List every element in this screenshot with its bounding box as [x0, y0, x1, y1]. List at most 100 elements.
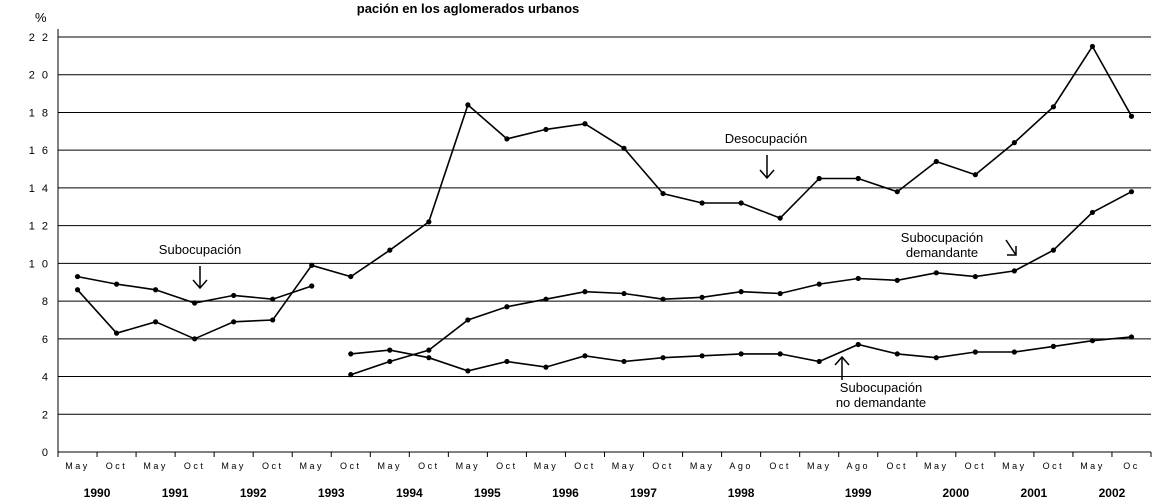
year-label: 1992	[240, 486, 267, 500]
annotation-text: Desocupación	[725, 131, 807, 146]
annotation-arrow	[1005, 239, 1017, 256]
data-point	[309, 283, 315, 289]
series-line	[77, 275, 312, 304]
data-point	[1128, 189, 1135, 195]
y-tick-label: 1 2	[29, 221, 50, 233]
x-tick-label: Oct	[769, 461, 791, 471]
annotation-arrow-head	[1007, 246, 1017, 256]
data-point	[1050, 104, 1057, 110]
y-tick-labels: 0 2 4 6 8 1 0 1 2 1 4 1 6 1 8 2 0 2 2	[29, 32, 50, 459]
data-point	[504, 358, 510, 365]
series-line	[350, 190, 1132, 376]
x-tick-label: May	[690, 461, 715, 471]
data-point	[74, 273, 81, 280]
data-point	[621, 290, 627, 297]
x-tick-label: Oct	[652, 461, 674, 471]
x-tick-label: Oct	[574, 461, 596, 471]
data-point	[777, 290, 783, 297]
x-tick-label: Oct	[184, 461, 206, 471]
x-tick-label: May	[299, 461, 324, 471]
data-point	[113, 281, 120, 287]
data-point	[738, 351, 744, 357]
y-tick-label: 1 0	[29, 258, 50, 270]
data-point	[777, 215, 783, 221]
annotations: SubocupaciónDesocupaciónSubocupacióndema…	[159, 131, 1017, 410]
y-tick-label: 4	[42, 372, 50, 384]
year-label: 1994	[396, 486, 423, 500]
x-tick-label: Oct	[418, 461, 440, 471]
data-point	[152, 287, 159, 293]
data-point	[113, 330, 120, 336]
y-tick-label: 2 2	[29, 32, 50, 44]
data-point	[855, 275, 861, 282]
year-label: 1996	[552, 486, 579, 500]
y-tick-label: 1 4	[29, 183, 50, 195]
data-point	[231, 319, 237, 325]
y-tick-label: 1 8	[29, 107, 50, 119]
data-point	[699, 200, 705, 206]
x-tick-labels: May Oct May Oct May Oct May Oct May Oct May Oct May O…	[65, 461, 1140, 471]
data-point	[855, 175, 861, 182]
data-point	[1050, 247, 1057, 253]
data-point	[1128, 113, 1135, 119]
data-point	[543, 126, 549, 133]
x-tick-label: Oc	[1123, 461, 1140, 471]
data-point	[582, 353, 588, 359]
data-point	[192, 336, 198, 342]
annotation-arrow-head	[834, 355, 850, 366]
data-point	[855, 341, 861, 348]
y-tick-label: 0	[42, 447, 50, 459]
data-point	[426, 347, 432, 353]
y-tick-label: 8	[42, 296, 50, 308]
x-tick-label: May	[456, 461, 481, 471]
data-point	[348, 273, 354, 280]
data-point	[777, 351, 783, 357]
year-label: 1990	[84, 486, 111, 500]
data-point	[426, 219, 432, 225]
data-point	[231, 292, 237, 299]
y-tick-label: 1 6	[29, 145, 50, 157]
data-point	[348, 372, 354, 378]
data-point	[1089, 209, 1096, 216]
year-label: 2000	[942, 486, 969, 500]
annotation-text: no demandante	[836, 395, 926, 410]
x-tick-label: May	[221, 461, 246, 471]
data-point	[933, 355, 939, 361]
data-point	[933, 270, 939, 276]
data-point	[738, 289, 744, 295]
x-tick-label: May	[534, 461, 559, 471]
year-label: 1999	[845, 486, 872, 500]
data-point	[465, 102, 471, 108]
x-tick-label: Oct	[340, 461, 362, 471]
annotation-arrow-head	[759, 169, 775, 180]
x-tick-label: Oct	[106, 461, 128, 471]
x-tick-label: May	[65, 461, 90, 471]
y-tick-label: 6	[42, 334, 50, 346]
x-tick-label: May	[1080, 461, 1105, 471]
data-point	[1011, 268, 1017, 274]
year-label: 1991	[162, 486, 189, 500]
year-label: 2002	[1099, 486, 1126, 500]
data-point	[192, 300, 198, 306]
data-point	[816, 358, 822, 365]
year-label: 1997	[630, 486, 657, 500]
data-point	[465, 368, 471, 374]
data-point	[74, 287, 81, 293]
data-point	[504, 304, 510, 310]
data-point	[621, 358, 627, 365]
data-point	[152, 319, 159, 325]
data-point	[699, 294, 705, 300]
axes	[57, 29, 1152, 457]
data-point	[1050, 343, 1057, 349]
x-tick-label: May	[924, 461, 949, 471]
data-point	[660, 355, 666, 361]
data-point	[894, 189, 900, 195]
data-point	[1011, 349, 1017, 355]
x-tick-label: Oct	[887, 461, 909, 471]
data-point	[270, 296, 276, 302]
x-tick-label: May	[143, 461, 168, 471]
data-point	[1089, 43, 1096, 50]
series-group	[74, 43, 1135, 378]
series-line	[76, 44, 1133, 340]
